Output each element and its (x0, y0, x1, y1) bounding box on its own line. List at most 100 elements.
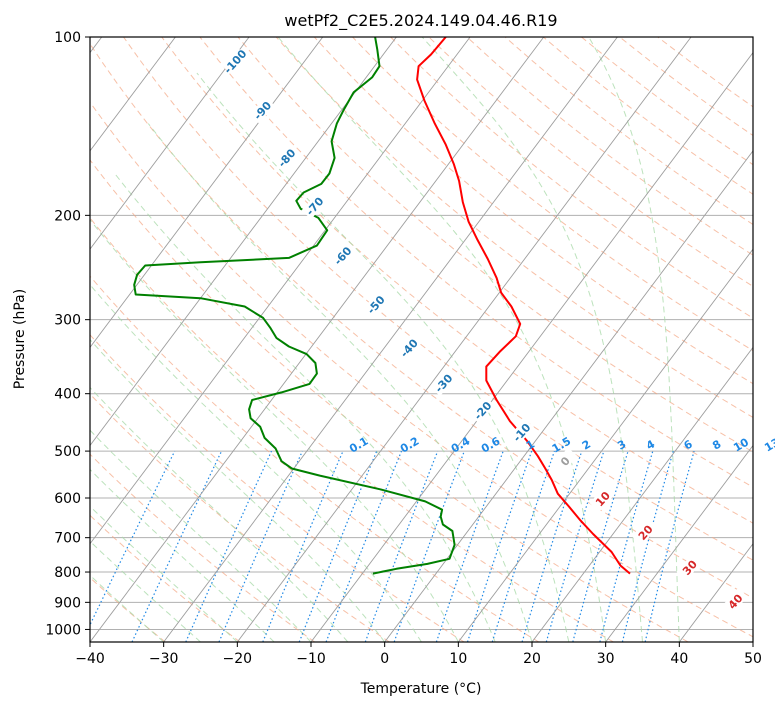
moist-adiabat (90, 540, 201, 642)
dry-adiabat (90, 217, 614, 642)
x-tick-label: −30 (149, 651, 179, 667)
isotherm-label-background (722, 587, 748, 615)
dry-adiabat (90, 43, 753, 599)
isotherm-label-background (430, 369, 457, 397)
isotherm-label-background (273, 144, 300, 171)
y-tick-label: 600 (54, 491, 81, 507)
dry-adiabat (313, 37, 753, 385)
dry-adiabat (90, 159, 689, 642)
y-axis-ticks: 100 200 300 400 500 600 700 800 900 1000 (45, 30, 90, 638)
x-tick-label: 40 (670, 651, 688, 667)
moist-adiabat (90, 505, 238, 642)
dry-adiabat (161, 37, 753, 524)
moist-adiabat (196, 72, 570, 642)
y-tick-label: 100 (54, 30, 81, 46)
mixing-ratio-line (218, 450, 303, 642)
dewpoint-profile-line (133, 37, 456, 575)
isotherm-line (90, 37, 471, 545)
skewed-isotherms (90, 37, 753, 642)
pressure-gridlines (90, 37, 753, 630)
x-axis-ticks: −40 −30 −20 −10 0 10 20 30 40 50 (75, 642, 762, 667)
dry-adiabat (90, 453, 315, 642)
moist-adiabat (90, 338, 386, 642)
y-tick-label: 200 (54, 208, 81, 224)
isotherm-label-background (362, 291, 389, 318)
mixing-ratio-line (599, 450, 654, 642)
dry-adiabat (390, 37, 753, 319)
x-tick-label: 0 (380, 651, 389, 667)
isotherm-label-background (508, 418, 535, 446)
y-tick-label: 400 (54, 387, 81, 403)
y-tick-label: 1000 (45, 622, 81, 638)
isotherm-line (90, 37, 545, 642)
moist-adiabat (90, 574, 165, 642)
mixing-ratio-label: 13 (762, 436, 775, 455)
dry-adiabat (90, 393, 390, 642)
x-tick-label: −40 (75, 651, 105, 667)
mixing-ratio-line (466, 450, 533, 642)
mixing-ratio-line (435, 450, 504, 642)
moist-adiabat (90, 429, 312, 642)
x-tick-label: 10 (449, 651, 467, 667)
mixing-ratio-line (521, 450, 583, 642)
x-tick-label: −20 (223, 651, 253, 667)
moist-adiabat (90, 218, 459, 642)
moist-adiabat (147, 123, 533, 642)
moist-adiabat (90, 386, 349, 642)
isotherm-label-background (301, 192, 328, 220)
isotherm-line (163, 37, 618, 642)
mixing-ratio-line (90, 450, 176, 627)
isotherm-line (384, 150, 753, 642)
y-axis-label: Pressure (hPa) (12, 289, 28, 389)
isotherm-line (90, 37, 397, 447)
moist-adiabat (588, 37, 680, 642)
mixing-ratio-line (572, 450, 629, 642)
isotherm-label-background (551, 447, 578, 475)
chart-title: wetPf2_C2E5.2024.149.04.46.R19 (284, 11, 557, 31)
mixing-ratio-line (621, 450, 674, 642)
y-tick-label: 900 (54, 595, 81, 611)
isotherm-label-background (249, 96, 275, 124)
plot-area (90, 37, 753, 642)
mixing-ratio-line (545, 450, 605, 642)
dry-adiabat (90, 275, 540, 642)
isotherm-label-background (221, 47, 248, 75)
plot-frame (89, 36, 754, 643)
isotherm-line (90, 37, 324, 349)
isotherm-line (90, 37, 250, 250)
mixing-ratio-line (298, 450, 378, 642)
mixing-ratio-line (185, 450, 273, 642)
mixing-ratio-line (491, 450, 555, 642)
moist-adiabat (277, 37, 607, 642)
isotherm-label-background (589, 485, 616, 512)
dry-adiabat (90, 577, 166, 642)
dry-adiabat (90, 334, 465, 642)
y-tick-label: 300 (54, 313, 81, 329)
y-tick-label: 800 (54, 565, 81, 581)
moist-adiabat (421, 37, 643, 642)
dry-adiabat (352, 37, 753, 352)
isotherm-line (457, 248, 753, 642)
mixing-ratio-line (364, 450, 439, 642)
isotherm-line (236, 37, 692, 642)
x-tick-label: 20 (523, 651, 541, 667)
isotherm-line (310, 51, 753, 642)
isotherm-label-background (329, 242, 356, 269)
mixing-ratio-line (262, 450, 344, 642)
x-tick-label: −10 (296, 651, 326, 667)
mixing-ratio-lines (90, 450, 695, 642)
isotherm-label-background (395, 334, 422, 361)
isotherm-line (605, 444, 753, 642)
moist-adiabat (90, 468, 275, 642)
moist-adiabat (90, 283, 422, 642)
mixing-ratio-line (325, 450, 403, 642)
isotherm-label-background (469, 396, 496, 424)
x-tick-label: 30 (597, 651, 615, 667)
sounding-profiles (133, 37, 631, 575)
isotherm-label-background (632, 518, 658, 546)
isotherm-label-background (676, 553, 703, 581)
isotherm-line (90, 37, 176, 152)
x-axis-label: Temperature (°C) (360, 681, 482, 697)
y-tick-label: 700 (54, 531, 81, 547)
